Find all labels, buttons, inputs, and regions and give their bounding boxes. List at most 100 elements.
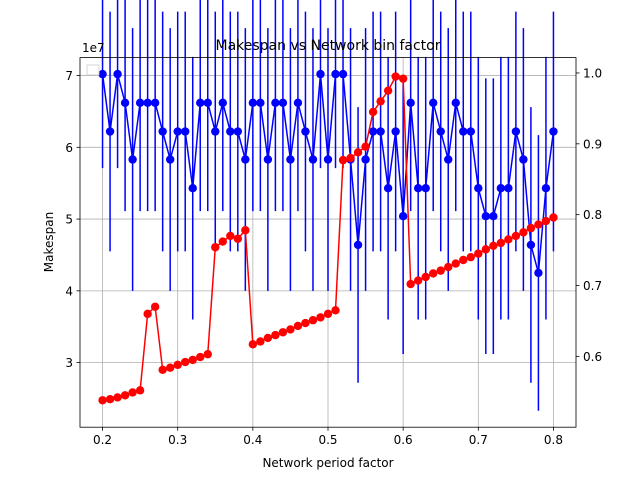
- data-point-1: [188, 355, 197, 365]
- data-point-0: [211, 127, 220, 136]
- data-point-0: [511, 127, 521, 136]
- data-point-0: [286, 155, 295, 164]
- x-tick-label: 0.7: [469, 433, 488, 447]
- data-point-1: [526, 223, 536, 233]
- data-point-0: [120, 98, 130, 108]
- data-point-0: [496, 184, 506, 193]
- data-point-0: [376, 127, 385, 136]
- data-point-0: [361, 155, 370, 164]
- data-point-0: [301, 127, 310, 136]
- data-point-0: [398, 212, 408, 221]
- data-point-1: [489, 241, 498, 251]
- y2-tick-label: 0.6: [583, 350, 602, 364]
- data-point-1: [263, 333, 273, 343]
- data-point-1: [459, 255, 468, 265]
- data-point-1: [398, 74, 408, 83]
- y2-tick-label: 0.7: [583, 279, 602, 293]
- data-point-0: [263, 155, 273, 164]
- data-point-1: [481, 245, 491, 254]
- data-point-0: [504, 184, 513, 193]
- data-point-1: [361, 142, 370, 151]
- data-point-0: [391, 127, 400, 136]
- data-point-1: [256, 337, 265, 346]
- data-point-1: [150, 302, 160, 311]
- data-point-0: [474, 184, 483, 193]
- data-point-0: [105, 127, 115, 136]
- data-point-0: [429, 98, 438, 108]
- data-point-0: [459, 127, 468, 136]
- data-point-1: [541, 216, 551, 226]
- data-point-1: [233, 234, 243, 243]
- data-point-1: [316, 313, 325, 322]
- data-point-1: [211, 243, 220, 252]
- data-point-1: [120, 391, 130, 400]
- data-point-0: [534, 268, 543, 278]
- data-point-0: [113, 69, 122, 79]
- data-point-1: [181, 357, 190, 367]
- data-point-0: [233, 127, 243, 136]
- data-point-1: [549, 213, 558, 222]
- data-point-0: [406, 98, 415, 108]
- data-point-1: [466, 252, 475, 262]
- data-point-1: [353, 148, 363, 157]
- data-point-0: [413, 184, 423, 193]
- data-point-0: [241, 155, 250, 164]
- y-tick-label: 6: [65, 141, 73, 155]
- data-point-1: [308, 316, 318, 325]
- data-point-1: [105, 395, 115, 404]
- data-point-1: [346, 153, 355, 163]
- data-point-1: [534, 220, 543, 229]
- y-axis-label: Makespan: [42, 212, 56, 272]
- x-tick-label: 0.3: [168, 433, 187, 447]
- data-point-1: [368, 107, 378, 117]
- x-tick-label: 0.2: [93, 433, 112, 447]
- y-offset-label: 1e7: [82, 41, 105, 55]
- data-point-1: [519, 228, 528, 237]
- data-point-1: [451, 259, 460, 268]
- data-point-1: [248, 340, 258, 349]
- data-point-1: [278, 328, 288, 337]
- data-point-0: [316, 69, 325, 79]
- data-point-1: [218, 237, 227, 246]
- data-point-0: [271, 98, 280, 108]
- data-point-0: [444, 155, 453, 164]
- data-point-1: [436, 266, 445, 275]
- y-tick-label: 5: [65, 213, 73, 227]
- y-tick-label: 3: [65, 356, 73, 370]
- data-point-1: [98, 396, 107, 405]
- data-point-1: [421, 272, 430, 282]
- y2-tick-label: 1.0: [583, 66, 602, 80]
- data-point-0: [489, 212, 498, 221]
- data-point-1: [286, 325, 295, 334]
- data-point-0: [158, 127, 167, 136]
- data-point-0: [181, 127, 190, 136]
- data-point-0: [436, 127, 445, 136]
- data-point-1: [301, 318, 310, 328]
- data-point-1: [128, 388, 137, 397]
- data-point-1: [203, 350, 212, 359]
- data-point-1: [196, 352, 205, 362]
- x-tick-label: 0.8: [544, 433, 563, 447]
- data-point-0: [218, 98, 227, 108]
- data-point-0: [526, 240, 536, 250]
- data-point-1: [241, 226, 250, 235]
- data-point-1: [474, 249, 483, 258]
- x-axis-label: Network period factor: [262, 456, 393, 470]
- chart-title: Makespan vs Network bin factor: [215, 38, 440, 54]
- x-tick-label: 0.6: [394, 433, 413, 447]
- data-point-1: [135, 386, 145, 395]
- data-point-1: [504, 235, 513, 244]
- data-point-0: [331, 69, 340, 79]
- data-point-0: [421, 184, 430, 193]
- data-point-1: [331, 306, 340, 315]
- data-point-0: [143, 98, 152, 108]
- data-point-0: [135, 98, 145, 108]
- data-point-0: [188, 184, 197, 193]
- data-point-0: [98, 69, 107, 79]
- data-point-0: [203, 98, 212, 108]
- data-point-0: [323, 155, 333, 164]
- data-point-0: [451, 98, 460, 108]
- data-point-1: [165, 363, 175, 372]
- data-point-1: [391, 72, 400, 81]
